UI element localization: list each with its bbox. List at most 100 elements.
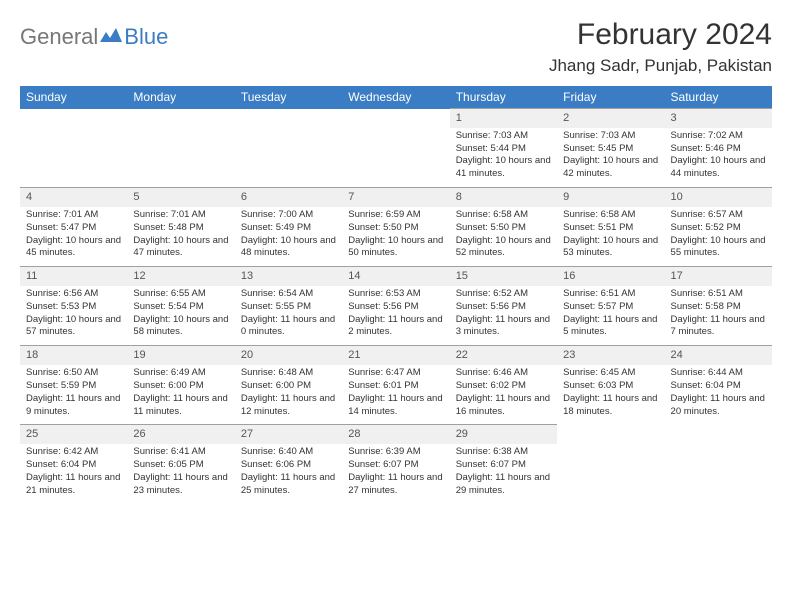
calendar-body: 123Sunrise: 7:03 AMSunset: 5:44 PMDaylig… — [20, 109, 772, 504]
sunrise-text: Sunrise: 6:44 AM — [671, 367, 766, 380]
day-detail: Sunrise: 7:03 AMSunset: 5:45 PMDaylight:… — [557, 128, 664, 188]
day-number: 2 — [557, 109, 664, 128]
day-detail-row: Sunrise: 6:56 AMSunset: 5:53 PMDaylight:… — [20, 286, 772, 346]
sunset-text: Sunset: 5:50 PM — [456, 222, 551, 235]
day-header: Wednesday — [342, 86, 449, 109]
day-detail: Sunrise: 6:59 AMSunset: 5:50 PMDaylight:… — [342, 207, 449, 267]
day-detail — [127, 128, 234, 188]
day-number: 1 — [450, 109, 557, 128]
day-detail: Sunrise: 6:49 AMSunset: 6:00 PMDaylight:… — [127, 365, 234, 425]
day-detail: Sunrise: 6:51 AMSunset: 5:58 PMDaylight:… — [665, 286, 772, 346]
day-detail: Sunrise: 6:42 AMSunset: 6:04 PMDaylight:… — [20, 444, 127, 503]
sunrise-text: Sunrise: 6:40 AM — [241, 446, 336, 459]
sunset-text: Sunset: 5:45 PM — [563, 143, 658, 156]
logo-text-1: General — [20, 24, 98, 50]
sunset-text: Sunset: 5:51 PM — [563, 222, 658, 235]
sunset-text: Sunset: 6:00 PM — [241, 380, 336, 393]
daylight-text: Daylight: 10 hours and 55 minutes. — [671, 235, 766, 261]
sunset-text: Sunset: 6:01 PM — [348, 380, 443, 393]
daylight-text: Daylight: 11 hours and 20 minutes. — [671, 393, 766, 419]
sunrise-text: Sunrise: 6:39 AM — [348, 446, 443, 459]
day-number: 28 — [342, 425, 449, 444]
day-detail: Sunrise: 6:38 AMSunset: 6:07 PMDaylight:… — [450, 444, 557, 503]
day-number: 27 — [235, 425, 342, 444]
daylight-text: Daylight: 11 hours and 16 minutes. — [456, 393, 551, 419]
sunrise-text: Sunrise: 6:56 AM — [26, 288, 121, 301]
daylight-text: Daylight: 11 hours and 27 minutes. — [348, 472, 443, 498]
day-detail — [235, 128, 342, 188]
day-detail: Sunrise: 7:03 AMSunset: 5:44 PMDaylight:… — [450, 128, 557, 188]
day-detail-row: Sunrise: 7:01 AMSunset: 5:47 PMDaylight:… — [20, 207, 772, 267]
sunset-text: Sunset: 6:04 PM — [26, 459, 121, 472]
daylight-text: Daylight: 10 hours and 41 minutes. — [456, 155, 551, 181]
sunset-text: Sunset: 5:54 PM — [133, 301, 228, 314]
sunrise-text: Sunrise: 7:00 AM — [241, 209, 336, 222]
page-title: February 2024 — [577, 18, 772, 52]
day-number: 15 — [450, 267, 557, 286]
day-detail — [665, 444, 772, 503]
daylight-text: Daylight: 10 hours and 48 minutes. — [241, 235, 336, 261]
daylight-text: Daylight: 10 hours and 57 minutes. — [26, 314, 121, 340]
sunrise-text: Sunrise: 6:46 AM — [456, 367, 551, 380]
daylight-text: Daylight: 11 hours and 21 minutes. — [26, 472, 121, 498]
day-detail-row: Sunrise: 6:42 AMSunset: 6:04 PMDaylight:… — [20, 444, 772, 503]
sunset-text: Sunset: 6:02 PM — [456, 380, 551, 393]
day-number: 12 — [127, 267, 234, 286]
day-detail: Sunrise: 6:40 AMSunset: 6:06 PMDaylight:… — [235, 444, 342, 503]
day-detail-row: Sunrise: 7:03 AMSunset: 5:44 PMDaylight:… — [20, 128, 772, 188]
day-number: 10 — [665, 188, 772, 207]
day-number — [235, 109, 342, 128]
day-detail-row: Sunrise: 6:50 AMSunset: 5:59 PMDaylight:… — [20, 365, 772, 425]
day-number: 7 — [342, 188, 449, 207]
day-detail — [20, 128, 127, 188]
sunrise-text: Sunrise: 6:42 AM — [26, 446, 121, 459]
daylight-text: Daylight: 10 hours and 52 minutes. — [456, 235, 551, 261]
sunset-text: Sunset: 6:03 PM — [563, 380, 658, 393]
logo-text-2: Blue — [124, 24, 168, 50]
day-number: 13 — [235, 267, 342, 286]
daylight-text: Daylight: 10 hours and 58 minutes. — [133, 314, 228, 340]
day-detail: Sunrise: 6:58 AMSunset: 5:51 PMDaylight:… — [557, 207, 664, 267]
day-detail: Sunrise: 6:47 AMSunset: 6:01 PMDaylight:… — [342, 365, 449, 425]
sunset-text: Sunset: 5:49 PM — [241, 222, 336, 235]
calendar-page: General Blue February 2024 Jhang Sadr, P… — [0, 0, 792, 503]
location-label: Jhang Sadr, Punjab, Pakistan — [20, 56, 772, 76]
day-detail: Sunrise: 6:41 AMSunset: 6:05 PMDaylight:… — [127, 444, 234, 503]
day-number: 6 — [235, 188, 342, 207]
daylight-text: Daylight: 10 hours and 53 minutes. — [563, 235, 658, 261]
day-number — [20, 109, 127, 128]
sunrise-text: Sunrise: 6:41 AM — [133, 446, 228, 459]
sunrise-text: Sunrise: 6:57 AM — [671, 209, 766, 222]
daylight-text: Daylight: 11 hours and 7 minutes. — [671, 314, 766, 340]
day-number-row: 45678910 — [20, 188, 772, 207]
daylight-text: Daylight: 11 hours and 11 minutes. — [133, 393, 228, 419]
day-detail: Sunrise: 6:44 AMSunset: 6:04 PMDaylight:… — [665, 365, 772, 425]
day-number — [342, 109, 449, 128]
day-detail — [342, 128, 449, 188]
daylight-text: Daylight: 11 hours and 9 minutes. — [26, 393, 121, 419]
sunrise-text: Sunrise: 6:51 AM — [671, 288, 766, 301]
sunrise-text: Sunrise: 6:54 AM — [241, 288, 336, 301]
day-header: Sunday — [20, 86, 127, 109]
sunset-text: Sunset: 5:48 PM — [133, 222, 228, 235]
day-detail: Sunrise: 6:52 AMSunset: 5:56 PMDaylight:… — [450, 286, 557, 346]
day-number: 23 — [557, 346, 664, 365]
daylight-text: Daylight: 11 hours and 25 minutes. — [241, 472, 336, 498]
day-number: 3 — [665, 109, 772, 128]
sunrise-text: Sunrise: 7:01 AM — [133, 209, 228, 222]
sunset-text: Sunset: 5:56 PM — [456, 301, 551, 314]
sunset-text: Sunset: 6:07 PM — [456, 459, 551, 472]
day-detail: Sunrise: 6:45 AMSunset: 6:03 PMDaylight:… — [557, 365, 664, 425]
day-detail: Sunrise: 7:00 AMSunset: 5:49 PMDaylight:… — [235, 207, 342, 267]
sunset-text: Sunset: 6:00 PM — [133, 380, 228, 393]
day-number: 26 — [127, 425, 234, 444]
day-number-row: 123 — [20, 109, 772, 128]
day-detail: Sunrise: 6:53 AMSunset: 5:56 PMDaylight:… — [342, 286, 449, 346]
day-number — [557, 425, 664, 444]
daylight-text: Daylight: 11 hours and 23 minutes. — [133, 472, 228, 498]
day-header: Friday — [557, 86, 664, 109]
sunrise-text: Sunrise: 7:03 AM — [456, 130, 551, 143]
daylight-text: Daylight: 11 hours and 29 minutes. — [456, 472, 551, 498]
day-number: 17 — [665, 267, 772, 286]
sunrise-text: Sunrise: 6:50 AM — [26, 367, 121, 380]
